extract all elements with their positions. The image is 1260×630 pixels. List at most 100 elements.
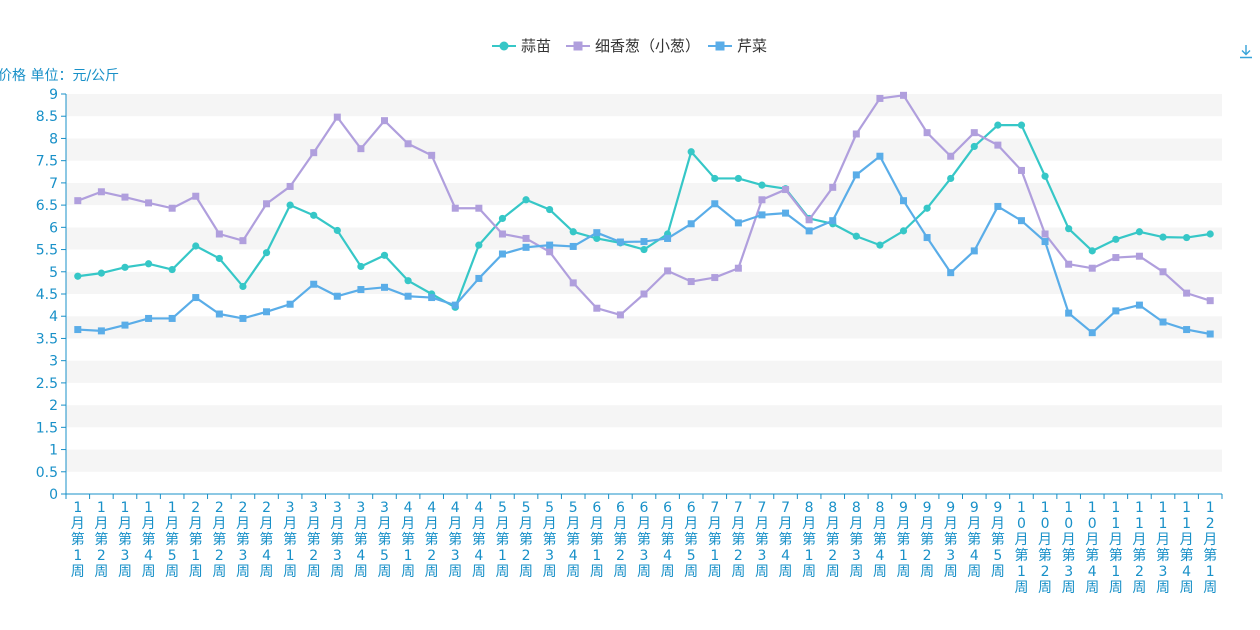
data-point[interactable] — [522, 234, 530, 242]
data-point[interactable] — [74, 272, 82, 280]
data-point[interactable] — [616, 311, 624, 319]
data-point[interactable] — [640, 238, 648, 246]
data-point[interactable] — [1135, 228, 1144, 236]
data-point[interactable] — [900, 197, 908, 205]
data-point[interactable] — [852, 232, 860, 240]
data-point[interactable] — [1135, 301, 1143, 309]
data-point[interactable] — [900, 91, 908, 99]
data-point[interactable] — [97, 269, 105, 277]
data-point[interactable] — [168, 314, 176, 322]
data-point[interactable] — [428, 151, 436, 159]
data-point[interactable] — [404, 292, 412, 300]
data-point[interactable] — [192, 294, 200, 302]
data-point[interactable] — [522, 243, 530, 251]
data-point[interactable] — [782, 209, 790, 217]
data-point[interactable] — [569, 279, 577, 287]
data-point[interactable] — [145, 314, 153, 322]
data-point[interactable] — [1088, 264, 1096, 272]
data-point[interactable] — [451, 204, 459, 212]
data-point[interactable] — [994, 141, 1002, 149]
data-point[interactable] — [734, 264, 742, 272]
data-point[interactable] — [333, 226, 341, 235]
data-point[interactable] — [546, 248, 554, 256]
data-point[interactable] — [239, 282, 247, 291]
data-point[interactable] — [852, 171, 860, 179]
data-point[interactable] — [640, 290, 648, 298]
data-point[interactable] — [451, 301, 459, 309]
data-point[interactable] — [923, 129, 931, 137]
data-point[interactable] — [498, 214, 507, 223]
data-point[interactable] — [1183, 233, 1191, 242]
data-point[interactable] — [1183, 326, 1191, 334]
data-point[interactable] — [758, 181, 766, 189]
legend-item[interactable]: 芹菜 — [708, 37, 767, 55]
data-point[interactable] — [74, 197, 82, 205]
data-point[interactable] — [310, 280, 318, 288]
data-point[interactable] — [239, 237, 247, 245]
data-point[interactable] — [687, 220, 695, 228]
data-point[interactable] — [664, 267, 672, 275]
data-point[interactable] — [1206, 297, 1214, 305]
data-point[interactable] — [1017, 166, 1025, 174]
data-point[interactable] — [569, 242, 577, 250]
data-point[interactable] — [970, 129, 978, 137]
data-point[interactable] — [522, 196, 530, 204]
data-point[interactable] — [215, 310, 223, 318]
data-point[interactable] — [829, 217, 837, 225]
legend[interactable]: 蒜苗 细香葱（小葱） 芹菜 — [492, 37, 767, 55]
data-point[interactable] — [333, 292, 341, 300]
data-point[interactable] — [498, 250, 506, 258]
data-point[interactable] — [994, 121, 1002, 129]
data-point[interactable] — [970, 247, 978, 255]
data-point[interactable] — [1112, 307, 1120, 315]
data-point[interactable] — [616, 238, 624, 246]
data-point[interactable] — [380, 251, 389, 259]
data-point[interactable] — [947, 174, 955, 183]
legend-item[interactable]: 蒜苗 — [492, 37, 551, 55]
data-point[interactable] — [121, 193, 129, 201]
data-point[interactable] — [852, 130, 860, 138]
data-point[interactable] — [899, 227, 908, 235]
data-point[interactable] — [1112, 235, 1120, 243]
data-point[interactable] — [263, 308, 271, 316]
data-point[interactable] — [1112, 254, 1120, 262]
data-point[interactable] — [923, 234, 931, 242]
data-point[interactable] — [239, 314, 247, 322]
data-point[interactable] — [215, 254, 223, 263]
data-point[interactable] — [1183, 289, 1191, 297]
data-point[interactable] — [498, 230, 506, 238]
data-point[interactable] — [829, 183, 837, 191]
data-point[interactable] — [1017, 217, 1025, 225]
data-point[interactable] — [97, 188, 105, 196]
data-point[interactable] — [1135, 252, 1143, 260]
data-point[interactable] — [1017, 121, 1026, 129]
data-point[interactable] — [994, 202, 1002, 210]
legend-item[interactable]: 细香葱（小葱） — [566, 37, 700, 55]
data-point[interactable] — [357, 286, 365, 294]
data-point[interactable] — [404, 140, 412, 148]
data-point[interactable] — [475, 241, 483, 249]
data-point[interactable] — [380, 283, 388, 291]
data-point[interactable] — [923, 204, 931, 212]
data-point[interactable] — [758, 196, 766, 204]
data-point[interactable] — [357, 145, 365, 153]
data-point[interactable] — [215, 230, 223, 238]
data-point[interactable] — [1206, 230, 1214, 238]
data-point[interactable] — [947, 269, 955, 277]
data-point[interactable] — [1088, 329, 1096, 337]
data-point[interactable] — [593, 304, 601, 312]
data-point[interactable] — [428, 294, 436, 302]
data-point[interactable] — [1041, 230, 1049, 238]
data-point[interactable] — [192, 192, 200, 200]
data-point[interactable] — [1041, 172, 1049, 180]
data-point[interactable] — [192, 242, 200, 250]
data-point[interactable] — [1065, 260, 1073, 268]
data-point[interactable] — [569, 228, 577, 236]
data-point[interactable] — [286, 300, 294, 308]
data-point[interactable] — [1159, 318, 1167, 326]
data-point[interactable] — [1088, 247, 1096, 255]
data-point[interactable] — [1065, 225, 1073, 233]
data-point[interactable] — [144, 260, 153, 268]
data-point[interactable] — [121, 321, 129, 329]
data-point[interactable] — [758, 211, 766, 219]
